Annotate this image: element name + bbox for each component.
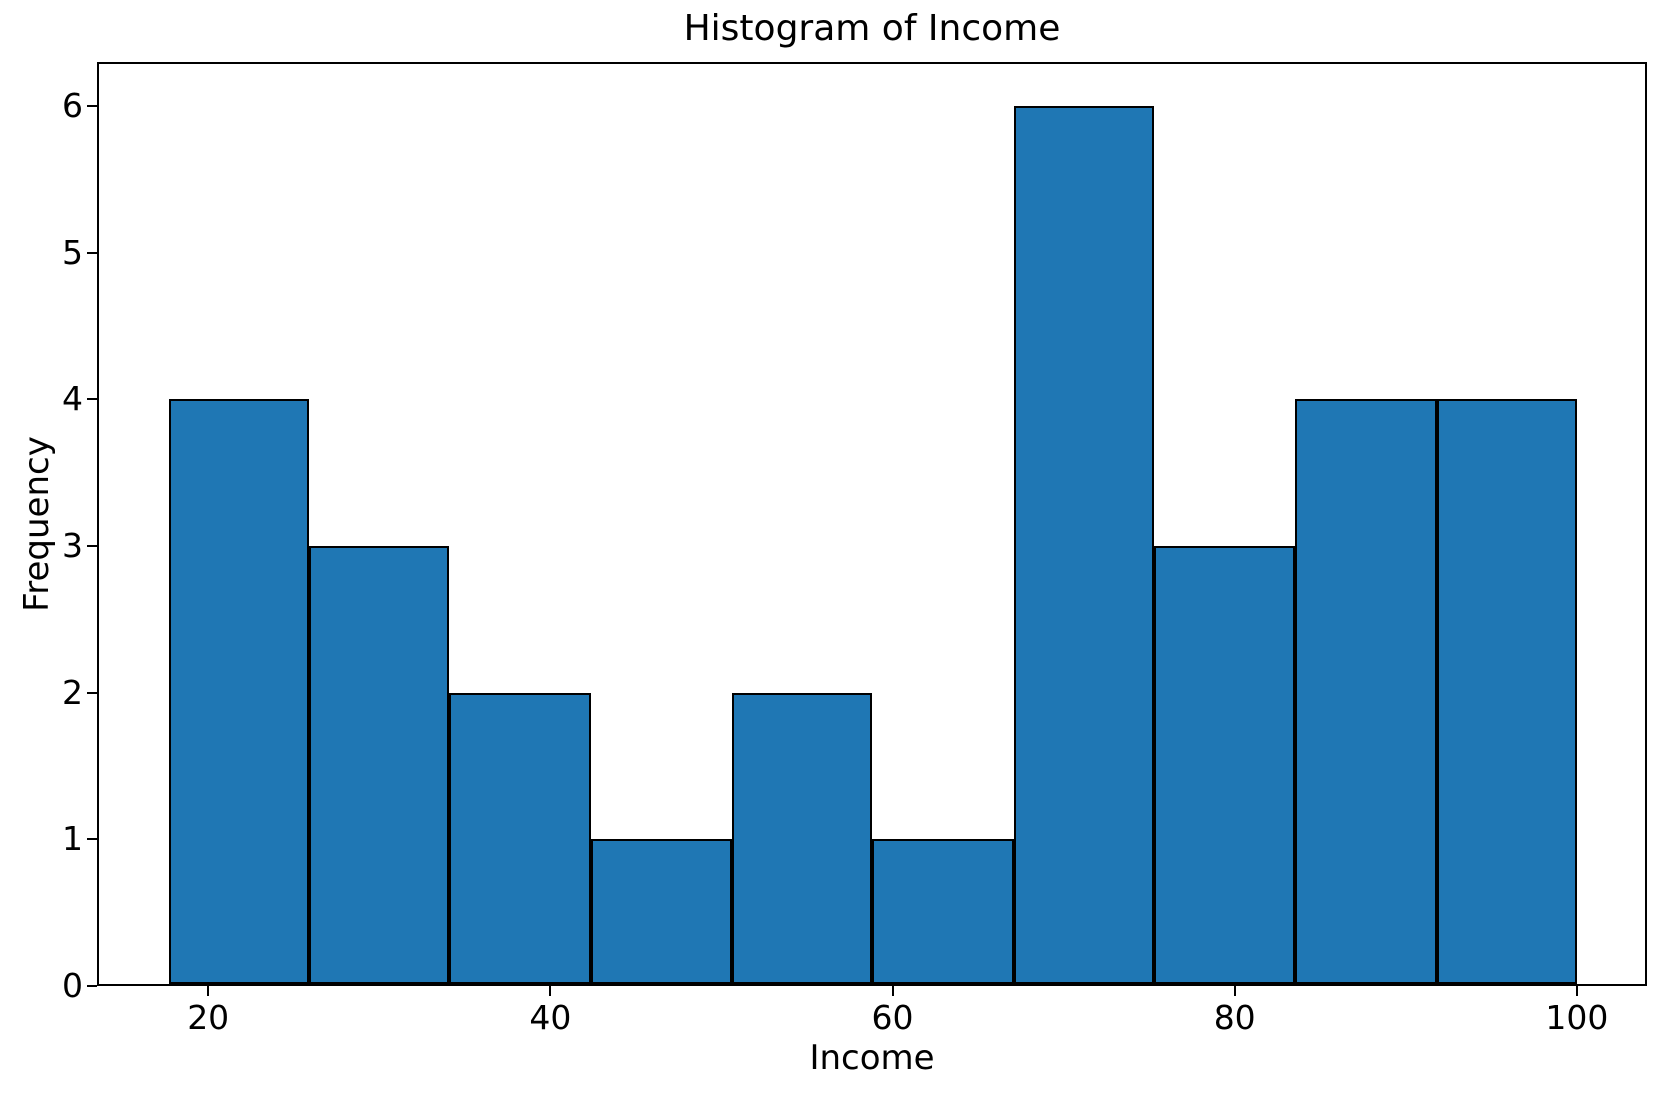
histogram-bar bbox=[1154, 546, 1295, 984]
y-tick-mark bbox=[87, 838, 97, 841]
x-tick-label: 60 bbox=[871, 998, 914, 1037]
y-tick-mark bbox=[87, 691, 97, 694]
y-tick-mark bbox=[87, 105, 97, 107]
y-tick-mark bbox=[87, 985, 97, 987]
y-tick-label: 2 bbox=[62, 672, 83, 712]
y-tick-label: 4 bbox=[62, 379, 83, 419]
x-tick-label: 20 bbox=[187, 998, 230, 1037]
histogram-bar bbox=[1013, 106, 1155, 984]
x-tick-mark bbox=[1233, 986, 1236, 996]
y-tick-label: 5 bbox=[62, 232, 83, 272]
x-tick-mark bbox=[1575, 986, 1578, 996]
histogram-bar bbox=[309, 546, 450, 984]
histogram-bar bbox=[731, 692, 872, 984]
histogram-bar bbox=[168, 399, 310, 984]
histogram-bar bbox=[591, 839, 732, 984]
x-axis-label: Income bbox=[809, 1038, 935, 1078]
y-axis-label: Frequency bbox=[17, 436, 57, 612]
y-tick-label: 0 bbox=[62, 966, 83, 1005]
histogram-bar bbox=[449, 692, 592, 984]
histogram-bar bbox=[1436, 399, 1577, 984]
y-tick-label: 6 bbox=[62, 86, 83, 125]
y-tick-mark bbox=[87, 251, 97, 254]
histogram-bar bbox=[872, 839, 1014, 984]
chart-title: Histogram of Income bbox=[683, 8, 1061, 49]
x-tick-label: 80 bbox=[1213, 998, 1256, 1037]
y-tick-mark bbox=[87, 545, 97, 547]
y-tick-mark bbox=[87, 398, 97, 401]
histogram-bar bbox=[1294, 399, 1437, 984]
x-tick-label: 40 bbox=[529, 998, 572, 1037]
y-tick-label: 1 bbox=[62, 819, 83, 859]
x-tick-mark bbox=[549, 986, 552, 996]
x-tick-label: 100 bbox=[1545, 998, 1609, 1037]
x-tick-mark bbox=[891, 986, 894, 996]
y-tick-label: 3 bbox=[62, 526, 83, 565]
x-tick-mark bbox=[207, 986, 210, 996]
